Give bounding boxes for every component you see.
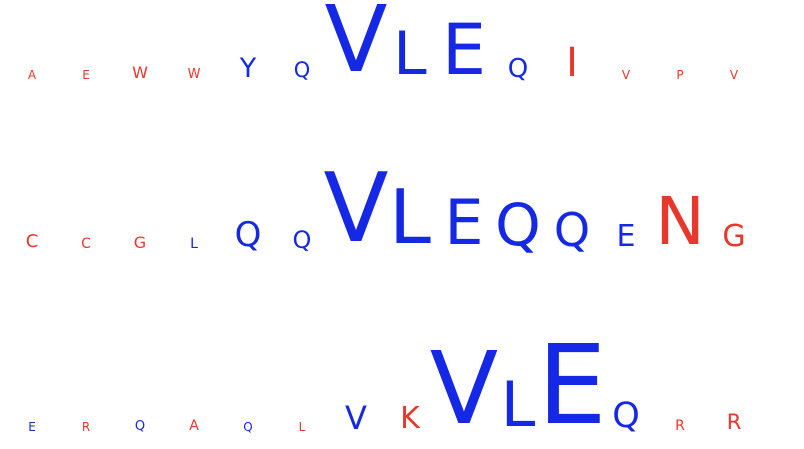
residue-v: V bbox=[345, 399, 367, 438]
residue-l: L bbox=[500, 368, 536, 442]
residue-g: G bbox=[133, 233, 147, 253]
residue-q: Q bbox=[134, 418, 146, 434]
residue-q: Q bbox=[553, 203, 591, 258]
residue-w: W bbox=[132, 63, 148, 83]
residue-v: V bbox=[729, 67, 739, 82]
residue-l: L bbox=[190, 235, 198, 252]
residue-r: R bbox=[675, 417, 685, 434]
residue-y: Y bbox=[239, 52, 257, 84]
residue-q: Q bbox=[612, 396, 640, 437]
residue-w: W bbox=[187, 66, 201, 82]
residue-e: E bbox=[444, 186, 484, 260]
residue-a: A bbox=[189, 417, 199, 434]
residue-v: V bbox=[323, 153, 389, 264]
residue-r: R bbox=[726, 410, 742, 435]
residue-v: V bbox=[621, 67, 631, 82]
residue-q: Q bbox=[243, 419, 253, 434]
residue-q: Q bbox=[292, 225, 312, 254]
residue-q: Q bbox=[234, 215, 262, 256]
residue-a: A bbox=[27, 67, 37, 82]
residue-e: E bbox=[82, 67, 90, 82]
residue-e: E bbox=[441, 8, 487, 91]
residue-q: Q bbox=[293, 58, 311, 83]
residue-i: I bbox=[566, 39, 578, 86]
residue-q: Q bbox=[495, 191, 541, 260]
residue-l: L bbox=[298, 419, 306, 434]
residue-l: L bbox=[389, 173, 431, 262]
residue-l: L bbox=[393, 19, 427, 90]
residue-q: Q bbox=[507, 53, 529, 84]
residue-e: E bbox=[616, 219, 636, 255]
residue-c: C bbox=[81, 235, 91, 252]
residue-v: V bbox=[429, 330, 499, 447]
residue-e: E bbox=[28, 419, 36, 434]
residue-g: G bbox=[722, 219, 746, 255]
residue-c: C bbox=[25, 231, 39, 253]
residue-n: N bbox=[655, 182, 705, 260]
residue-e: E bbox=[537, 320, 607, 449]
residue-v: V bbox=[324, 0, 388, 94]
residue-k: K bbox=[400, 401, 420, 437]
residue-r: R bbox=[81, 419, 91, 434]
residue-p: P bbox=[676, 67, 684, 82]
